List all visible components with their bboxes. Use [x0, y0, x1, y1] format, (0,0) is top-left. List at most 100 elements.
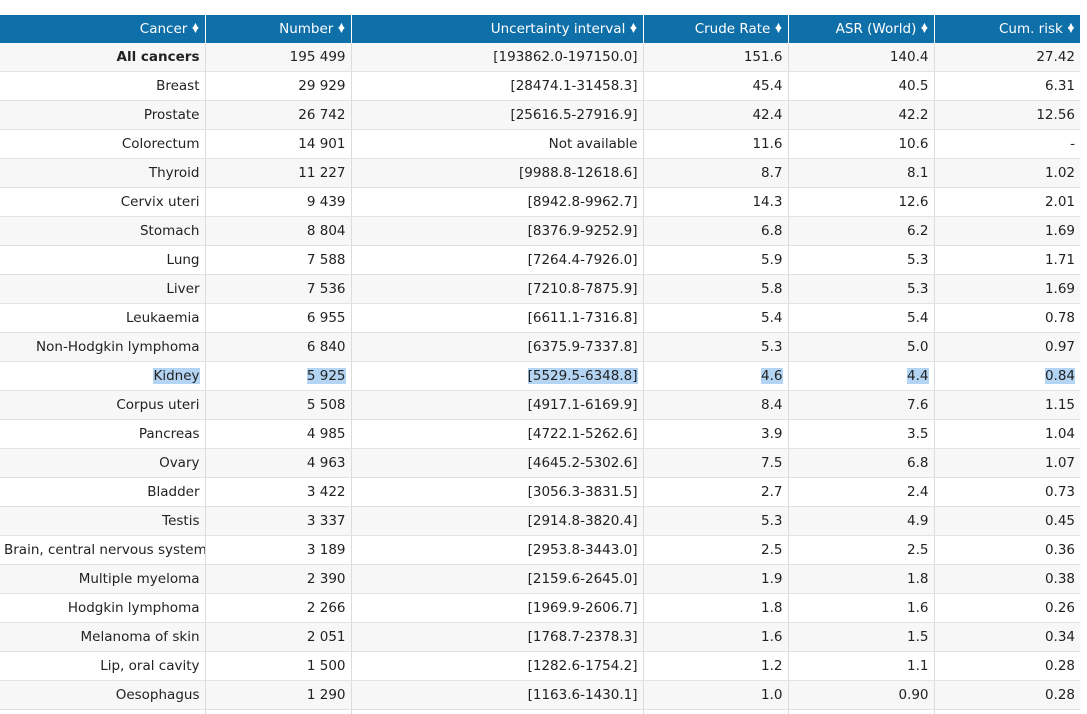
cell-crude-rate: 45.4 — [643, 71, 789, 101]
table-row: Stomach 8 804 [8376.9-9252.9] 6.8 6.2 1.69 — [0, 216, 1080, 246]
column-header-cancer[interactable]: Cancer ▲ ▼ — [0, 15, 206, 43]
cell-cum-risk-text: 0.36 — [1044, 542, 1075, 558]
cell-cum-risk: 0.28 — [934, 651, 1080, 681]
cell-asr-world-text: 6.8 — [907, 455, 929, 471]
cell-cum-risk-text: 0.78 — [1044, 310, 1075, 326]
cell-number: 4 963 — [205, 448, 352, 478]
cell-uncertainty-interval-text: [9988.8-12618.6] — [519, 165, 638, 181]
cell-uncertainty-interval: [2953.8-3443.0] — [351, 535, 644, 565]
cell-asr-world-text: 12.6 — [898, 194, 929, 210]
column-header-asr-world[interactable]: ASR (World) ▲ ▼ — [788, 15, 935, 43]
cell-cancer: All cancers — [0, 43, 206, 72]
cell-uncertainty-interval-text: [1768.7-2378.3] — [527, 629, 638, 645]
cell-cum-risk: 0.78 — [934, 303, 1080, 333]
column-header-number[interactable]: Number ▲ ▼ — [205, 15, 352, 43]
cell-asr-world-text: 5.0 — [907, 339, 929, 355]
cell-number: 29 929 — [205, 71, 352, 101]
sort-updown-icon[interactable]: ▲ ▼ — [338, 21, 345, 34]
cell-cum-risk-text: 1.02 — [1044, 165, 1075, 181]
cell-crude-rate: 6.8 — [643, 216, 789, 246]
column-header-label: Cancer — [139, 21, 188, 37]
sort-updown-icon[interactable]: ▲ ▼ — [775, 21, 782, 34]
cell-asr-world: 6.8 — [788, 448, 935, 478]
sort-updown-icon[interactable]: ▲ ▼ — [630, 21, 637, 34]
cell-cancer-text: Breast — [156, 78, 200, 94]
cell-cancer-text: Corpus uteri — [116, 397, 200, 413]
cell-cancer: Lung — [0, 245, 206, 275]
cell-cum-risk: 27.42 — [934, 43, 1080, 72]
cell-uncertainty-interval: [7210.8-7875.9] — [351, 274, 644, 304]
cell-cancer: Prostate — [0, 100, 206, 130]
cell-cancer: Pancreas — [0, 419, 206, 449]
cell-crude-rate: 5.4 — [643, 303, 789, 333]
cell-asr-world: 1.5 — [788, 622, 935, 652]
cell-number-text: 3 337 — [306, 513, 346, 529]
cell-crude-rate: 8.4 — [643, 390, 789, 420]
cell-uncertainty-interval: [1163.6-1430.1] — [351, 680, 644, 710]
cell-cancer-text: Lung — [166, 252, 200, 268]
cell-cum-risk: 1.69 — [934, 274, 1080, 304]
cell-number-text: 9 439 — [306, 194, 346, 210]
cell-number: 3 422 — [205, 477, 352, 507]
table-row: Hodgkin lymphoma 2 266 [1969.9-2606.7] 1.8 1… — [0, 593, 1080, 623]
cell-number-text: 7 588 — [306, 252, 346, 268]
cell-uncertainty-interval-text: [6375.9-7337.8] — [527, 339, 638, 355]
cell-crude-rate: 1.6 — [643, 622, 789, 652]
cell-uncertainty-interval-text: [8942.8-9962.7] — [527, 194, 638, 210]
cell-crude-rate: 151.6 — [643, 43, 789, 72]
cell-uncertainty-interval: [2914.8-3820.4] — [351, 506, 644, 536]
cell-uncertainty-interval-text: [2159.6-2645.0] — [527, 571, 638, 587]
cell-number: 5 925 — [205, 361, 352, 391]
cell-cancer: Thyroid — [0, 158, 206, 188]
column-header-label: ASR (World) — [835, 21, 917, 37]
column-header-crude-rate[interactable]: Crude Rate ▲ ▼ — [643, 15, 789, 43]
cell-cum-risk: 12.56 — [934, 100, 1080, 130]
cell-cum-risk: 6.31 — [934, 71, 1080, 101]
cell-cancer-text: Melanoma of skin — [80, 629, 200, 645]
cell-crude-rate: 14.3 — [643, 187, 789, 217]
column-header-uncertainty-interval[interactable]: Uncertainty interval ▲ ▼ — [351, 15, 644, 43]
sort-updown-icon[interactable]: ▲ ▼ — [192, 21, 199, 34]
cell-crude-rate-text: 1.6 — [761, 629, 783, 645]
cell-cancer: Ovary — [0, 448, 206, 478]
cell-uncertainty-interval: [8942.8-9962.7] — [351, 187, 644, 217]
cell-cum-risk-text: 1.04 — [1044, 426, 1075, 442]
cell-cum-risk-text: 0.45 — [1044, 513, 1075, 529]
cell-crude-rate: 1.9 — [643, 564, 789, 594]
cell-asr-world-text: 10.6 — [898, 136, 929, 152]
cell-crude-rate-text: 3.9 — [761, 426, 783, 442]
cell-cancer: Breast — [0, 71, 206, 101]
sort-updown-icon[interactable]: ▲ ▼ — [921, 21, 928, 34]
column-header-label: Uncertainty interval — [490, 21, 626, 37]
table-row: Breast 29 929 [28474.1-31458.3] 45.4 40.5 6.3… — [0, 71, 1080, 101]
cell-cum-risk-text: 0.38 — [1044, 571, 1075, 587]
cell-crude-rate-text: 1.8 — [761, 600, 783, 616]
cell-crude-rate: 11.6 — [643, 129, 789, 159]
cell-number: 7 588 — [205, 245, 352, 275]
table-row: Multiple myeloma 2 390 [2159.6-2645.0] 1.9 1… — [0, 564, 1080, 594]
sort-updown-icon[interactable]: ▲ ▼ — [1067, 21, 1074, 34]
cell-cancer-text: Lip, oral cavity — [100, 658, 200, 674]
cell-asr-world: 0.90 — [788, 680, 935, 710]
cell-cancer-text: Pancreas — [138, 426, 200, 442]
cell-number-text: 4 985 — [306, 426, 346, 442]
cell-uncertainty-interval: Not available — [351, 129, 644, 159]
cell-cum-risk-text: 1.07 — [1044, 455, 1075, 471]
cell-cancer-text: Leukaemia — [126, 310, 200, 326]
cell-number-text: 2 390 — [306, 571, 346, 587]
cell-crude-rate-text: 8.4 — [761, 397, 783, 413]
cell-cum-risk: 1.69 — [934, 216, 1080, 246]
cell-cancer-text: Bladder — [147, 484, 200, 500]
table-row: Kidney 5 925 [5529.5-6348.8] 4.6 4.4 0.84 — [0, 361, 1080, 391]
cell-cancer: Kidney — [0, 361, 206, 391]
column-header-cum-risk[interactable]: Cum. risk ▲ ▼ — [934, 15, 1080, 43]
cell-uncertainty-interval: [1282.6-1754.2] — [351, 651, 644, 681]
cell-asr-world: 12.6 — [788, 187, 935, 217]
cell-asr-world-text: 5.3 — [907, 281, 929, 297]
cell-asr-world-text: 4.9 — [907, 513, 929, 529]
cell-cum-risk: 0.45 — [934, 506, 1080, 536]
cell-asr-world: 4.9 — [788, 506, 935, 536]
table-row: Non-Hodgkin lymphoma 6 840 [6375.9-7337.8]… — [0, 332, 1080, 362]
table-row: Leukaemia 6 955 [6611.1-7316.8] 5.4 5.4 0.78 — [0, 303, 1080, 333]
cell-cum-risk-text: 1.71 — [1044, 252, 1075, 268]
